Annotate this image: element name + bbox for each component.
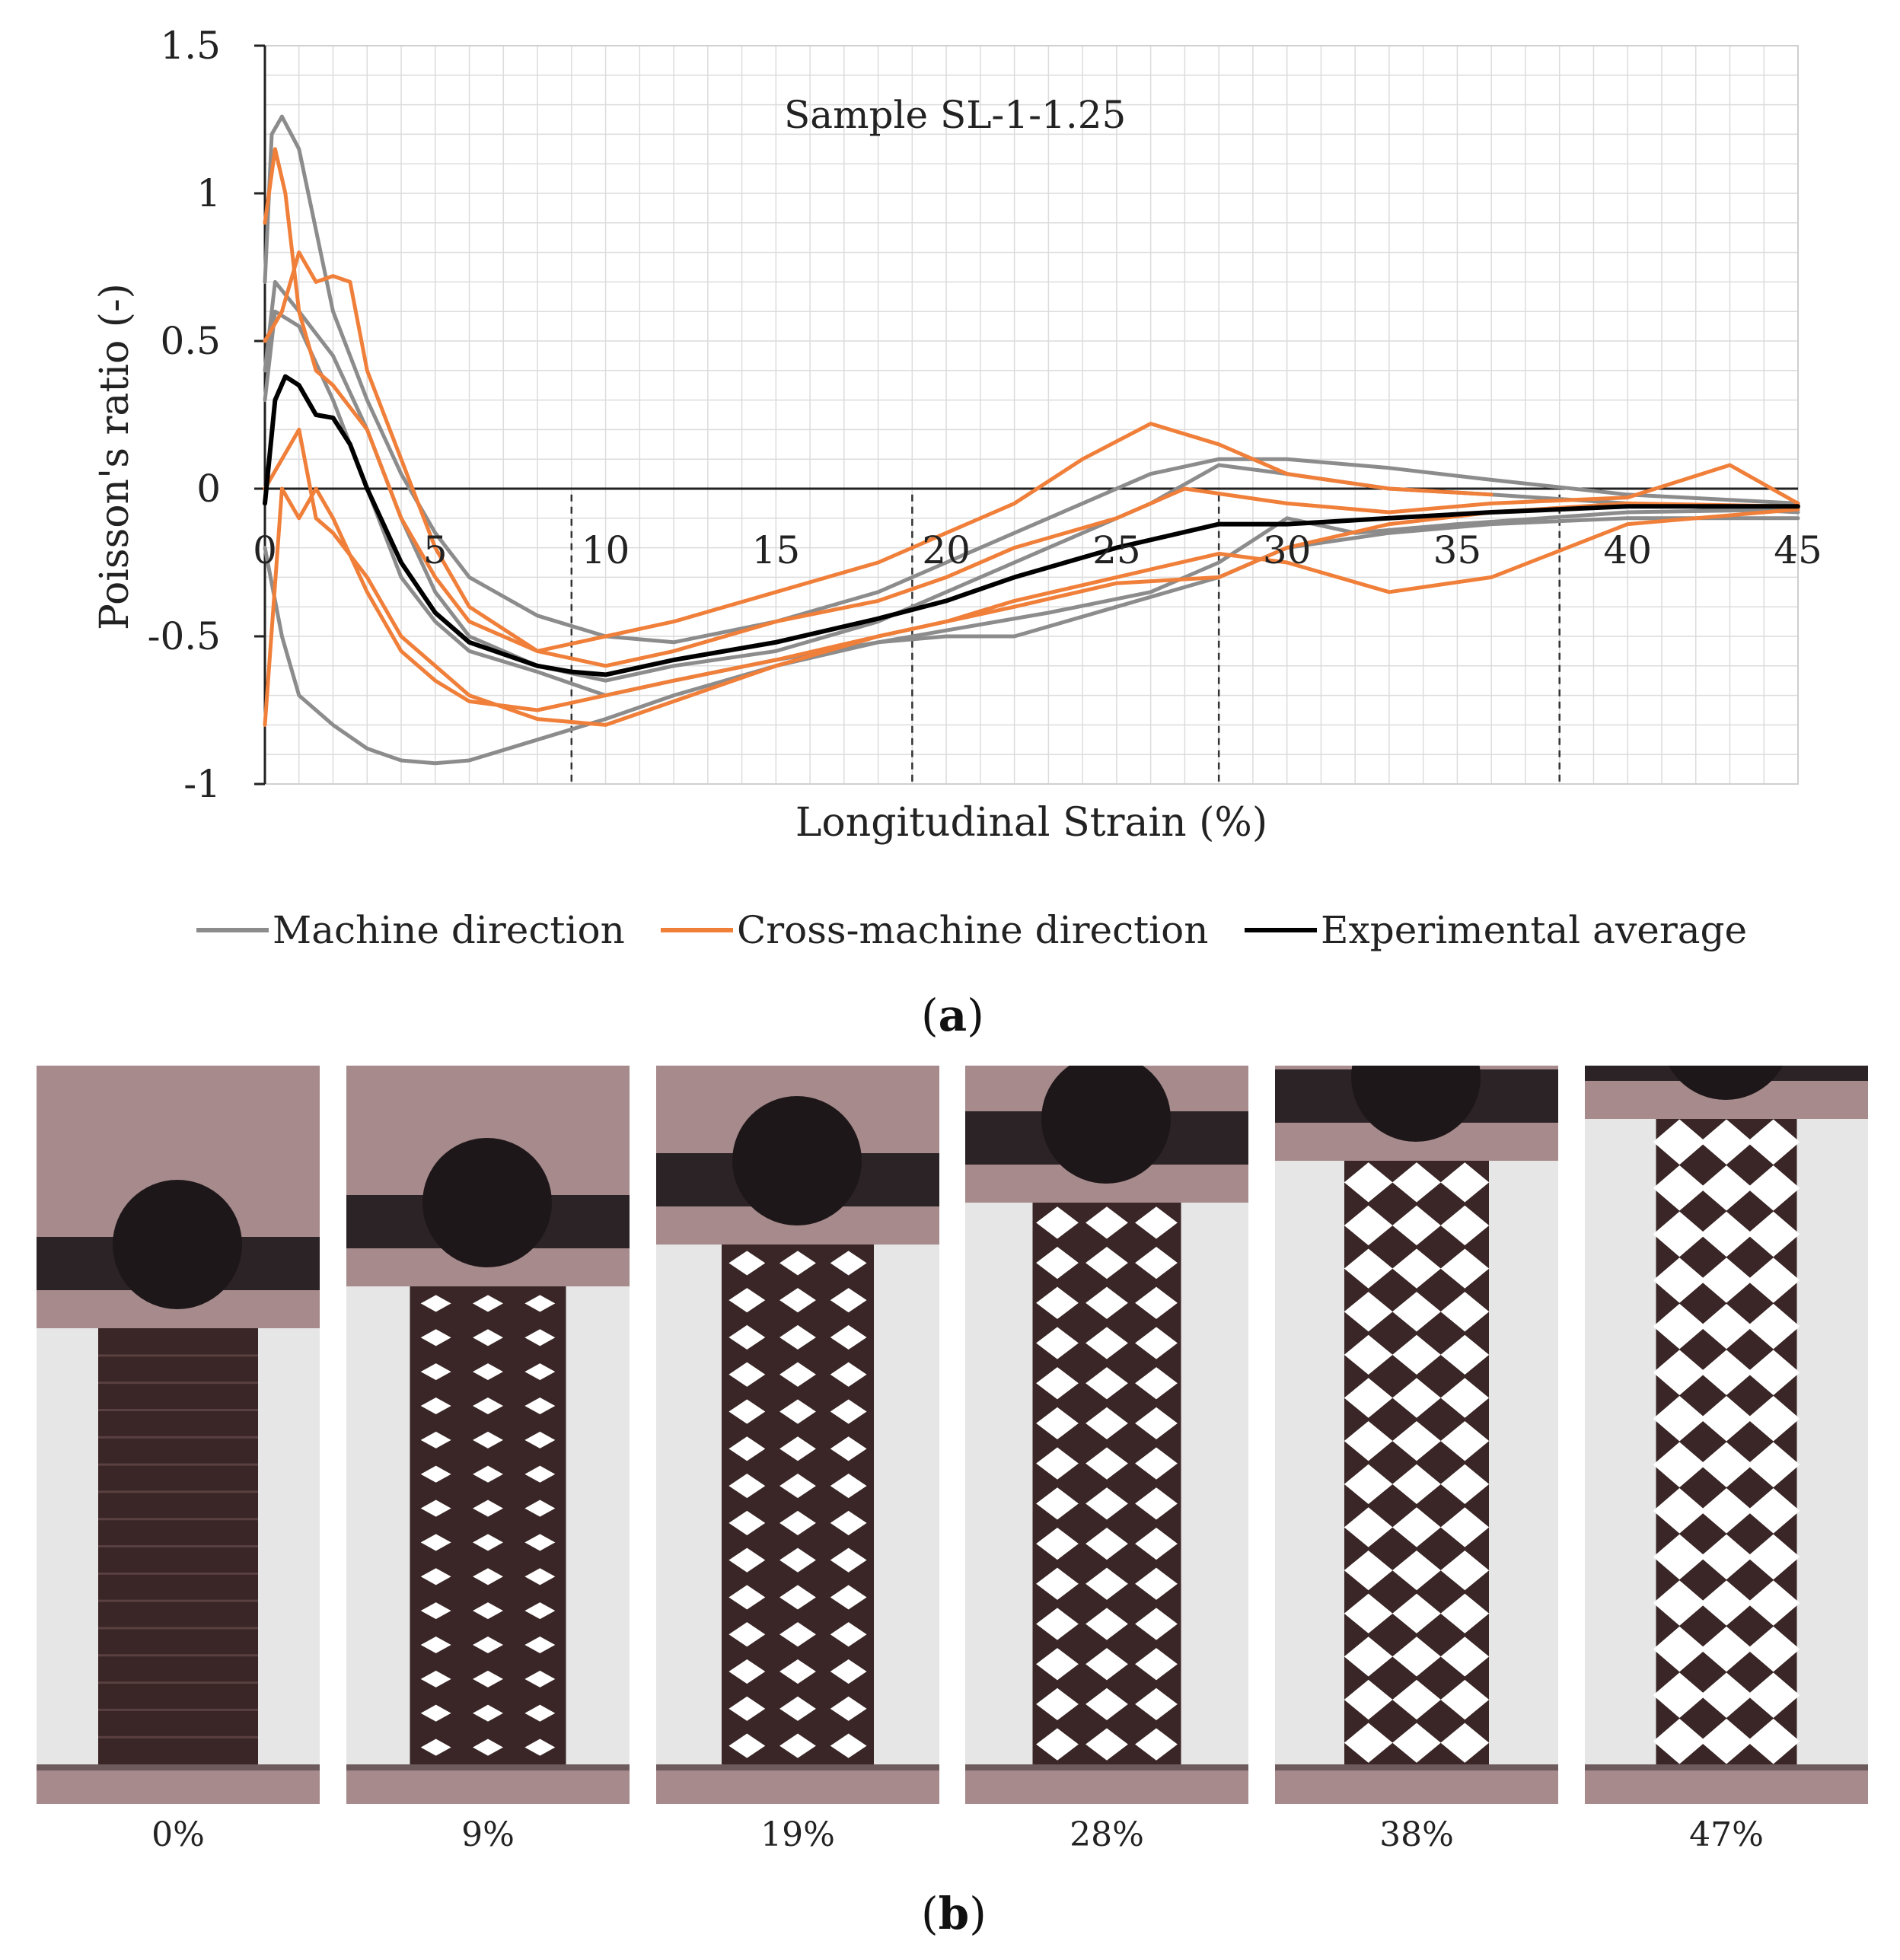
legend-entry: Cross-machine direction [737, 908, 1208, 952]
strain-label: 0% [151, 1815, 205, 1854]
x-tick-label: 35 [1433, 528, 1482, 572]
x-axis-title: Longitudinal Strain (%) [795, 800, 1267, 846]
series-line-8 [263, 374, 1800, 677]
specimen-photo [1275, 1066, 1558, 1804]
specimen-illustration [656, 1066, 939, 1804]
y-tick-label: -0.5 [148, 614, 221, 658]
caption-a-letter: a [938, 990, 968, 1041]
chart-axes [254, 44, 1798, 786]
y-tick-label: 0.5 [160, 319, 221, 363]
y-tick-label: -1 [183, 762, 221, 806]
x-tick-label: 10 [582, 528, 630, 572]
x-tick-label: 25 [1092, 528, 1141, 572]
x-tick-label: 0 [253, 528, 277, 572]
series-line-3 [263, 507, 1800, 766]
specimen-photo [37, 1066, 320, 1804]
plot-border [264, 45, 1799, 785]
x-tick-label: 30 [1263, 528, 1312, 572]
series-line-5 [263, 250, 1800, 668]
specimen-photo [1585, 1066, 1868, 1804]
chart-series [263, 114, 1800, 766]
chart-grid [264, 45, 1799, 785]
specimen-illustration [1275, 1066, 1558, 1804]
x-tick-label: 45 [1774, 528, 1822, 572]
y-tick-label: 1.5 [160, 24, 221, 68]
series-line-6 [263, 427, 1800, 727]
strain-label: 9% [461, 1815, 515, 1854]
specimen-photo [346, 1066, 630, 1804]
caption-b: (b) [921, 1888, 987, 1939]
specimen-illustration [965, 1066, 1248, 1804]
strain-label: 38% [1379, 1815, 1454, 1854]
caption-b-letter: b [938, 1888, 970, 1939]
x-tick-label: 20 [922, 528, 971, 572]
specimen-photo [965, 1066, 1248, 1804]
x-tick-label: 5 [423, 528, 448, 572]
series-line-7 [263, 486, 1800, 727]
strain-label: 28% [1070, 1815, 1144, 1854]
caption-a: (a) [921, 990, 984, 1041]
series-line-0 [263, 114, 1800, 645]
y-axis-title: Poisson's ratio (-) [92, 283, 138, 630]
series-line-4 [263, 147, 1494, 653]
chart-legend: Machine direction Cross-machine direction… [196, 908, 1747, 952]
y-tick-label: 1 [196, 171, 221, 215]
legend-entry: Experimental average [1321, 908, 1747, 952]
series-line-1 [263, 279, 1800, 683]
x-tick-label: 40 [1603, 528, 1652, 572]
specimen-illustration [37, 1066, 320, 1804]
chart-annotation: Sample SL-1-1.25 [784, 93, 1126, 137]
specimen-photo [656, 1066, 939, 1804]
strain-label: 47% [1689, 1815, 1764, 1854]
poisson-ratio-chart: 1.5 1 0.5 0 -0.5 -1 0 5 10 15 20 25 30 35 40 45 Sample… [92, 24, 1822, 952]
x-tick-labels: 0 5 10 15 20 25 30 35 40 45 [253, 528, 1822, 572]
y-tick-labels: 1.5 1 0.5 0 -0.5 -1 [148, 24, 221, 806]
strain-label: 19% [760, 1815, 835, 1854]
y-tick-label: 0 [196, 467, 221, 511]
x-tick-label: 15 [752, 528, 801, 572]
series-line-2 [263, 309, 1800, 698]
specimen-illustration [1585, 1066, 1868, 1804]
specimen-illustration [346, 1066, 630, 1804]
legend-entry: Machine direction [273, 908, 625, 952]
